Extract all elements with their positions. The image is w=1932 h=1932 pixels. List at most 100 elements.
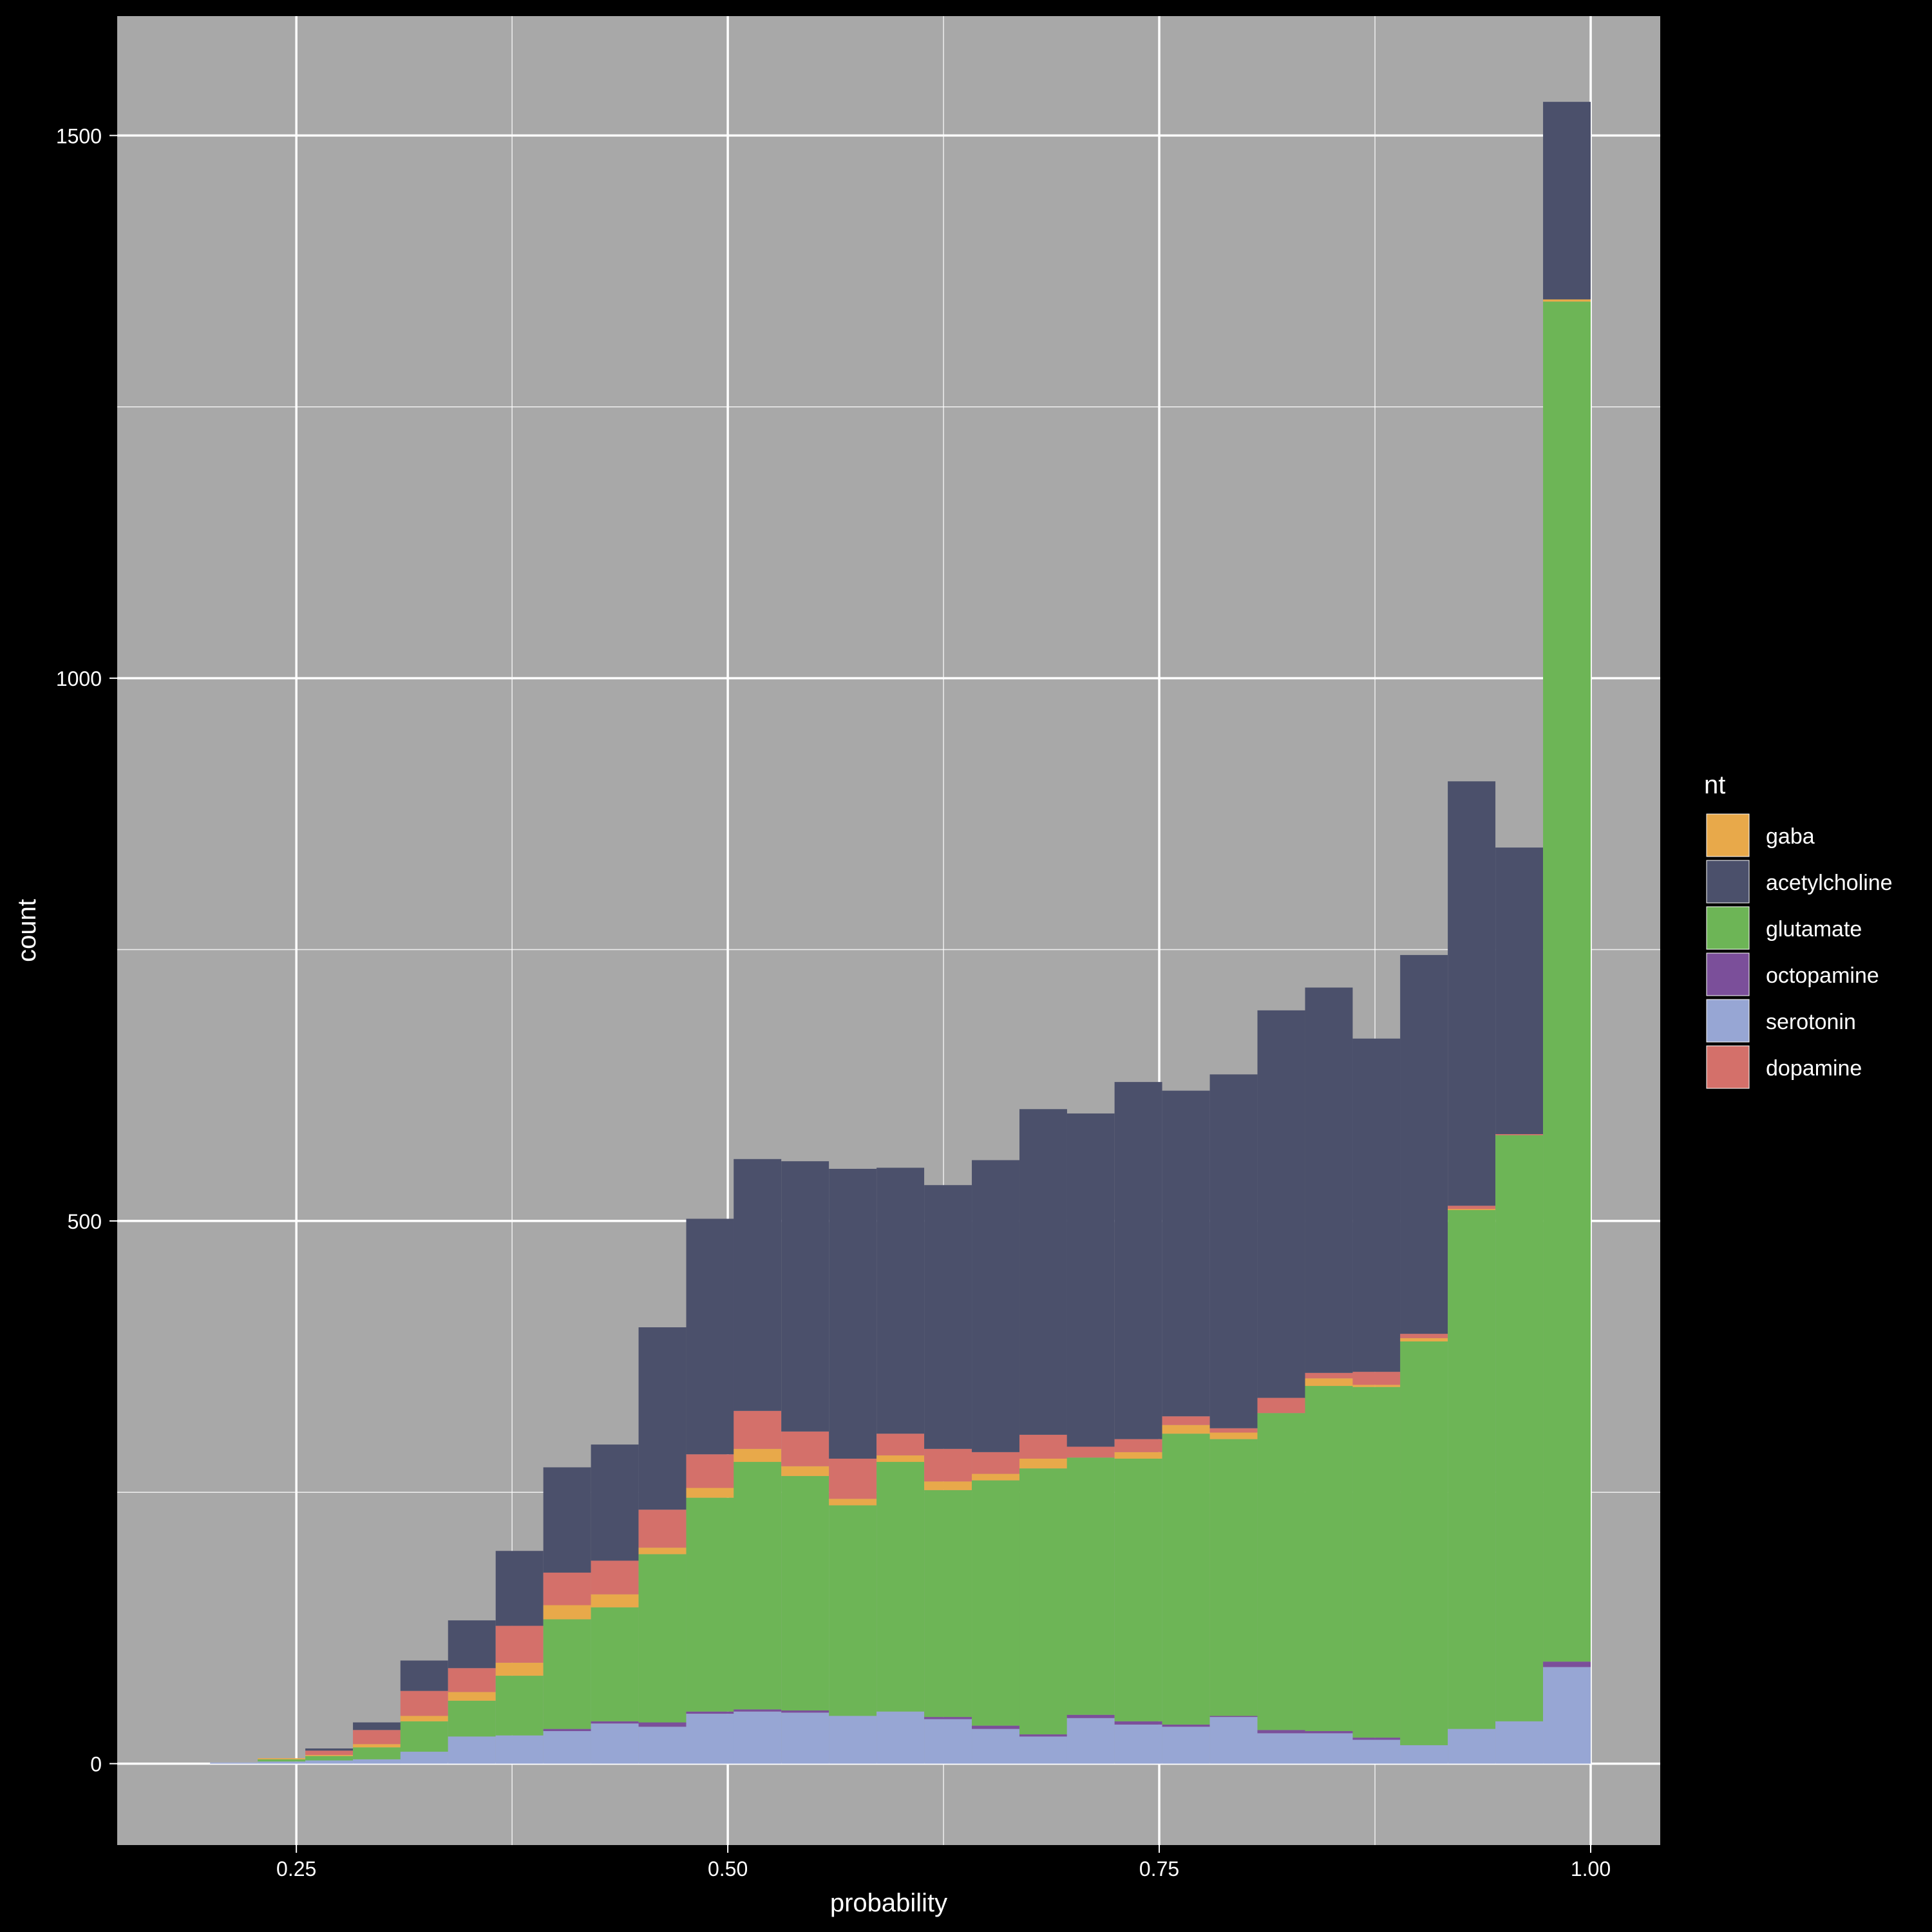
bar-segment-serotonin	[686, 1714, 734, 1764]
stacked-bars	[210, 102, 1591, 1764]
bar-segment-glutamate	[1209, 1439, 1258, 1716]
legend-swatch-octopamine	[1706, 952, 1750, 996]
bar-segment-glutamate	[734, 1462, 782, 1710]
bar-segment-gaba	[972, 1473, 1019, 1481]
bar-segment-glutamate	[1495, 1135, 1544, 1721]
bar-segment-octopamine	[781, 1710, 829, 1713]
bar-segment-octopamine	[1257, 1730, 1305, 1734]
legend-title: nt	[1704, 771, 1725, 799]
legend-swatch-acetylcholine	[1706, 860, 1750, 904]
bar-segment-acetylcholine	[1019, 1109, 1067, 1435]
bar-segment-acetylcholine	[638, 1327, 687, 1510]
bar-segment-glutamate	[1066, 1457, 1115, 1715]
legend-label-octopamine: octopamine	[1766, 963, 1879, 988]
bar-segment-acetylcholine	[1305, 987, 1353, 1373]
bar-segment-dopamine	[1162, 1416, 1210, 1425]
bar-segment-gaba	[1305, 1378, 1353, 1387]
bar-segment-serotonin	[924, 1719, 972, 1764]
y-tick-label: 0	[90, 1753, 102, 1776]
bar-segment-glutamate	[1543, 301, 1591, 1662]
bar-segment-dopamine	[1066, 1446, 1115, 1458]
bar-segment-octopamine	[1209, 1716, 1258, 1718]
bar-segment-dopamine	[591, 1560, 639, 1595]
bar-segment-serotonin	[1066, 1718, 1115, 1764]
legend-items: gaba acetylcholine glutamate octopamine sero…	[1706, 813, 1893, 1089]
bar-segment-dopamine	[829, 1458, 877, 1499]
y-axis-title: count	[13, 899, 41, 962]
bar-segment-gaba	[258, 1758, 306, 1759]
bar-segment-serotonin	[1257, 1733, 1305, 1764]
bar-segment-acetylcholine	[448, 1620, 496, 1669]
bar-segment-octopamine	[1019, 1734, 1067, 1737]
bar-segment-glutamate	[591, 1607, 639, 1721]
bar-segment-acetylcholine	[591, 1444, 639, 1561]
bar-segment-serotonin	[591, 1723, 639, 1764]
bar-segment-dopamine	[1114, 1439, 1162, 1452]
bar-segment-dopamine	[1448, 1206, 1496, 1209]
bar-segment-dopamine	[448, 1668, 496, 1692]
bar-segment-octopamine	[1305, 1731, 1353, 1734]
bar-segment-glutamate	[400, 1721, 448, 1752]
bar-segment-dopamine	[734, 1410, 782, 1449]
bar-segment-glutamate	[1257, 1413, 1305, 1730]
bar-segment-gaba	[495, 1662, 544, 1676]
bar-segment-gaba	[1543, 299, 1591, 302]
bar-segment-gaba	[305, 1755, 354, 1756]
bar-segment-octopamine	[686, 1711, 734, 1714]
x-tick-label: 0.25	[276, 1857, 316, 1880]
bar-segment-dopamine	[972, 1452, 1019, 1474]
legend-swatch-dopamine	[1706, 1045, 1750, 1089]
bar-segment-gaba	[734, 1448, 782, 1463]
bar-segment-glutamate	[353, 1747, 401, 1759]
bar-segment-gaba	[1114, 1452, 1162, 1459]
bar-segment-gaba	[1162, 1425, 1210, 1434]
bar-segment-glutamate	[1448, 1210, 1496, 1729]
legend-label-dopamine: dopamine	[1766, 1056, 1862, 1081]
bar-segment-acetylcholine	[305, 1748, 354, 1751]
x-tick-label: 1.00	[1571, 1857, 1611, 1880]
bar-segment-acetylcholine	[1114, 1082, 1162, 1439]
bar-segment-serotonin	[353, 1759, 401, 1764]
bar-segment-gaba	[924, 1481, 972, 1490]
bar-segment-gaba	[829, 1499, 877, 1506]
bar-segment-octopamine	[734, 1709, 782, 1712]
bar-segment-glutamate	[638, 1554, 687, 1723]
bar-segment-serotonin	[829, 1716, 877, 1764]
bar-segment-acetylcholine	[1448, 781, 1496, 1206]
bar-segment-glutamate	[686, 1497, 734, 1712]
bar-segment-dopamine	[1019, 1434, 1067, 1459]
legend-swatch-serotonin	[1706, 999, 1750, 1043]
bar-segment-dopamine	[1495, 1134, 1544, 1135]
x-tick-label: 0.50	[708, 1857, 748, 1880]
bar-segment-gaba	[876, 1455, 925, 1463]
bar-segment-octopamine	[543, 1728, 591, 1732]
bar-segment-acetylcholine	[1400, 954, 1448, 1334]
bar-segment-serotonin	[972, 1728, 1019, 1764]
bar-segment-octopamine	[638, 1722, 687, 1727]
bar-segment-glutamate	[495, 1676, 544, 1736]
bar-segment-serotonin	[1400, 1745, 1448, 1764]
y-axis-ticks: 0 500 1000 1500	[56, 124, 117, 1776]
bar-segment-dopamine	[876, 1434, 925, 1455]
legend-label-serotonin: serotonin	[1766, 1010, 1856, 1034]
bar-segment-acetylcholine	[1352, 1038, 1401, 1372]
bar-segment-glutamate	[1400, 1341, 1448, 1745]
legend-swatch-gaba	[1706, 813, 1750, 857]
bar-segment-acetylcholine	[972, 1160, 1019, 1452]
x-tick-label: 0.75	[1139, 1857, 1179, 1880]
bar-segment-dopamine	[686, 1454, 734, 1488]
bar-segment-acetylcholine	[876, 1168, 925, 1434]
bar-segment-glutamate	[1305, 1386, 1353, 1732]
bar-segment-glutamate	[1114, 1458, 1162, 1721]
bar-segment-octopamine	[591, 1721, 639, 1724]
bar-segment-gaba	[1400, 1338, 1448, 1341]
bar-segment-serotonin	[781, 1712, 829, 1764]
bar-segment-serotonin	[1448, 1728, 1496, 1764]
bar-segment-serotonin	[1209, 1717, 1258, 1764]
bar-segment-octopamine	[1114, 1721, 1162, 1725]
bar-segment-dopamine	[305, 1750, 354, 1756]
legend-label-glutamate: glutamate	[1766, 917, 1862, 942]
bar-segment-serotonin	[305, 1760, 354, 1764]
bar-segment-serotonin	[543, 1731, 591, 1764]
bar-segment-gaba	[543, 1605, 591, 1620]
